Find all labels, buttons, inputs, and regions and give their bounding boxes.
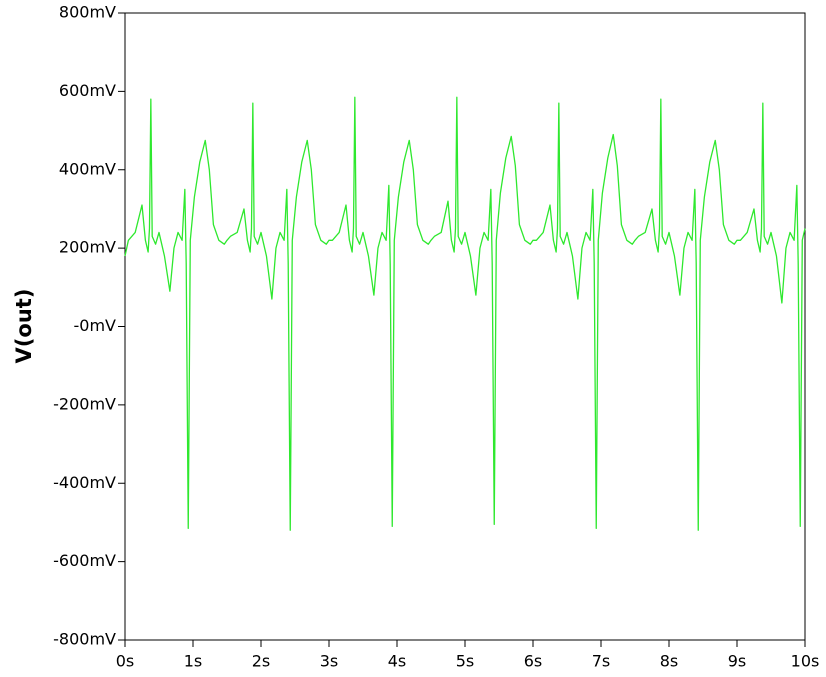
x-tick-label: 9s bbox=[728, 652, 747, 671]
x-tick-label: 5s bbox=[456, 652, 475, 671]
y-tick-label: 800mV bbox=[59, 3, 116, 22]
y-axis-label: V(out) bbox=[12, 289, 36, 364]
y-tick-label: -200mV bbox=[53, 394, 116, 413]
x-tick-label: 1s bbox=[184, 652, 203, 671]
x-tick-label: 8s bbox=[660, 652, 679, 671]
x-tick-label: 7s bbox=[592, 652, 611, 671]
y-tick-label: -800mV bbox=[53, 630, 116, 649]
y-tick-label: 200mV bbox=[59, 238, 116, 257]
x-tick-label: 10s bbox=[791, 652, 820, 671]
plot-frame bbox=[124, 12, 806, 641]
y-tick-label: 600mV bbox=[59, 81, 116, 100]
x-tick-label: 4s bbox=[388, 652, 407, 671]
x-tick-label: 0s bbox=[116, 652, 135, 671]
y-tick-label: 400mV bbox=[59, 159, 116, 178]
x-tick-label: 3s bbox=[320, 652, 339, 671]
y-tick-label: -0mV bbox=[74, 316, 117, 335]
series-line bbox=[124, 96, 806, 531]
y-tick-label: -400mV bbox=[53, 473, 116, 492]
y-tick-label: -600mV bbox=[53, 551, 116, 570]
x-tick-label: 2s bbox=[252, 652, 271, 671]
x-tick-label: 6s bbox=[524, 652, 543, 671]
